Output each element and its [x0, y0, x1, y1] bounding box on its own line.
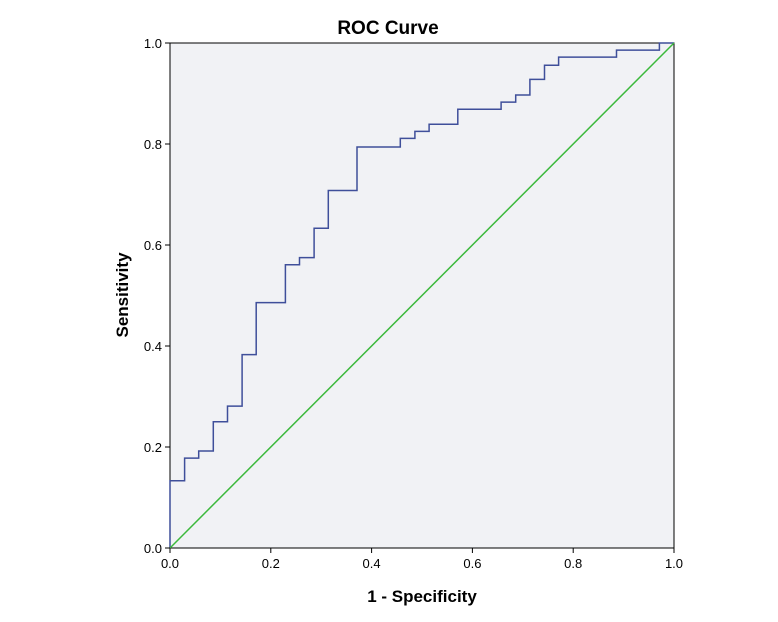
x-tick-label: 0.0: [161, 556, 179, 571]
x-tick-label: 0.2: [262, 556, 280, 571]
y-tick-label: 1.0: [144, 36, 162, 51]
x-tick-label: 1.0: [665, 556, 683, 571]
x-axis-ticks: 0.0 0.2 0.4 0.6 0.8 1.0: [161, 548, 683, 571]
y-tick-label: 0.4: [144, 339, 162, 354]
series-layer: [169, 42, 675, 549]
y-tick-label: 0.2: [144, 440, 162, 455]
x-tick-label: 0.8: [564, 556, 582, 571]
x-tick-label: 0.6: [463, 556, 481, 571]
x-tick-label: 0.4: [363, 556, 381, 571]
y-axis-ticks: 0.0 0.2 0.4 0.6 0.8 1.0: [144, 36, 170, 556]
y-tick-label: 0.8: [144, 137, 162, 152]
reference-diagonal-line: [169, 42, 675, 549]
chart-title: ROC Curve: [337, 18, 438, 39]
y-tick-label: 0.0: [144, 541, 162, 556]
y-axis-label: Sensitivity: [113, 252, 132, 338]
y-tick-label: 0.6: [144, 238, 162, 253]
x-axis-label: 1 - Specificity: [367, 587, 477, 606]
roc-curve-line: [169, 42, 674, 548]
